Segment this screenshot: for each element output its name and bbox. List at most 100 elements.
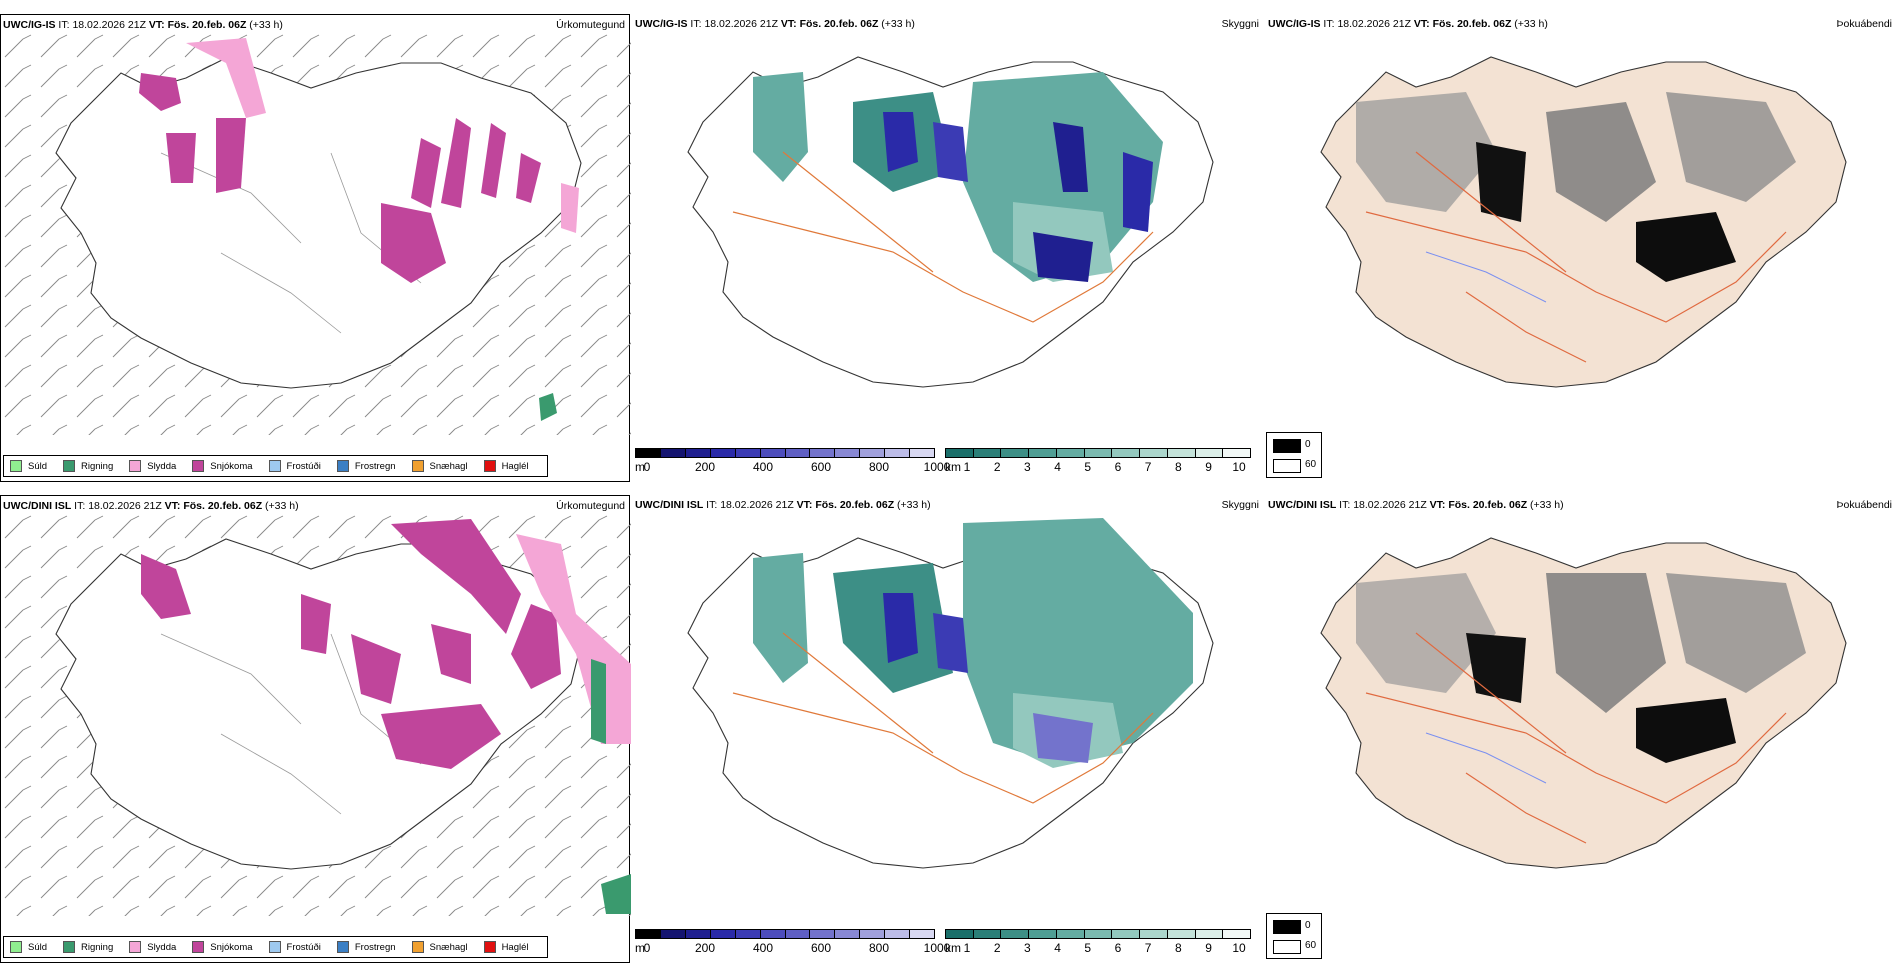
tick-label: 600	[810, 460, 832, 474]
it-label: IT:	[1339, 499, 1351, 511]
tick-label: 3	[1024, 460, 1031, 474]
tick-label: 10	[1232, 460, 1246, 474]
it-value: 18.02.2026 21Z	[720, 499, 794, 511]
model-name: UWC/DINI ISL	[635, 499, 704, 511]
colorbar-cell	[910, 930, 935, 938]
legend-swatch	[10, 941, 22, 953]
legend-swatch	[268, 941, 281, 953]
panel-header: UWC/DINI ISL IT: 18.02.2026 21Z VT: Fös.…	[3, 500, 625, 514]
colorbar-cell	[710, 449, 736, 457]
tick-label: 5	[1084, 460, 1092, 474]
colorbar-cell	[910, 449, 935, 457]
it-label: IT:	[58, 19, 70, 31]
visibility-panel-bottom: UWC/DINI ISL IT: 18.02.2026 21Z VT: Fös.…	[633, 495, 1263, 963]
it-label: IT:	[1323, 18, 1335, 30]
legend-label: Snæhagl	[429, 460, 468, 472]
legend-item: Snæhagl	[411, 941, 468, 953]
vis-unit: km	[945, 941, 961, 955]
colorbar-cell	[1195, 930, 1224, 938]
colorbar-cell	[685, 449, 711, 457]
colorbar-cell	[1223, 930, 1251, 938]
vt-label: VT:	[780, 18, 797, 30]
legend-swatch	[411, 941, 424, 953]
tick-label: 400	[752, 460, 774, 474]
tick-label: 8	[1175, 941, 1182, 955]
fog-panel-bottom: UWC/DINI ISL IT: 18.02.2026 21Z VT: Fös.…	[1266, 495, 1896, 963]
it-value: 18.02.2026 21Z	[88, 500, 162, 512]
vt-value: Fös. 20.feb. 06Z	[1448, 499, 1528, 511]
colorbar-cell	[1001, 449, 1030, 457]
legend-label: Slydda	[147, 460, 177, 472]
legend-label: Snjókoma	[210, 941, 253, 953]
colorbar-cell	[860, 930, 886, 938]
colorbar-cell	[1140, 449, 1168, 457]
legend-item: Slydda	[129, 460, 176, 472]
colorbar-cell	[885, 930, 911, 938]
colorbar-cell	[810, 930, 836, 938]
model-name: UWC/DINI ISL	[1268, 499, 1337, 511]
lead-time: (+33 h)	[265, 500, 299, 512]
legend-swatch	[336, 460, 349, 472]
rain-areas	[539, 393, 557, 421]
legend-label: Slydda	[147, 941, 177, 953]
colorbar-cell	[1223, 449, 1251, 457]
vt-label: VT:	[796, 499, 813, 511]
legend-label: Súld	[28, 460, 48, 472]
legend-swatch	[129, 460, 142, 472]
panel-header: UWC/IG-IS IT: 18.02.2026 21Z VT: Fös. 20…	[635, 18, 1259, 32]
fog-label-low: 60	[1305, 459, 1317, 470]
panel-title: Úrkomutegund	[556, 500, 625, 512]
colorbar-cell	[1167, 930, 1196, 938]
colorbar-cell	[1056, 449, 1085, 457]
map-svg	[687, 56, 1214, 388]
colorbar-cell	[885, 449, 911, 457]
panel-title: Skyggni	[1221, 18, 1259, 30]
legend-swatch	[268, 460, 281, 472]
legend-label: Rigning	[81, 941, 114, 953]
map-svg	[1320, 537, 1847, 869]
lead-time: (+33 h)	[881, 18, 915, 30]
colorbar-cell	[660, 930, 686, 938]
tick-label: 5	[1084, 941, 1092, 955]
tick-label: 800	[868, 941, 890, 955]
colorbar-cell	[1140, 930, 1168, 938]
tick-label: 7	[1144, 941, 1152, 955]
colorbar-cell	[810, 449, 836, 457]
legend-item: Súld	[10, 941, 47, 953]
tick-label: 1000	[923, 460, 951, 474]
height-colorbar	[635, 448, 935, 458]
legend-swatch	[336, 941, 349, 953]
fog-swatch-low	[1273, 459, 1301, 473]
vt-label: VT:	[1429, 499, 1446, 511]
height-unit: m	[635, 460, 645, 474]
it-value: 18.02.2026 21Z	[704, 18, 778, 30]
vt-value: Fös. 20.feb. 06Z	[1432, 18, 1512, 30]
precip-type-panel-bottom: UWC/DINI ISL IT: 18.02.2026 21Z VT: Fös.…	[0, 495, 631, 963]
it-value: 18.02.2026 21Z	[1353, 499, 1427, 511]
colorbar-cell	[946, 930, 974, 938]
legend-item: Snjókoma	[192, 941, 253, 953]
colorbar-cell	[685, 930, 711, 938]
visibility-panel-top: UWC/IG-IS IT: 18.02.2026 21Z VT: Fös. 20…	[633, 14, 1263, 482]
colorbar-cell	[710, 930, 736, 938]
colorbar-cell	[636, 930, 661, 938]
tick-label: 4	[1054, 460, 1061, 474]
roads	[732, 151, 1154, 323]
legend-label: Súld	[28, 941, 48, 953]
rain-areas	[591, 659, 631, 914]
legend-label: Snæhagl	[429, 941, 468, 953]
vt-value: Fös. 20.feb. 06Z	[183, 500, 263, 512]
legend-item: Slydda	[129, 941, 176, 953]
fog-panel-top: UWC/IG-IS IT: 18.02.2026 21Z VT: Fös. 20…	[1266, 14, 1896, 482]
legend-swatch	[10, 460, 22, 472]
roads	[1365, 632, 1787, 844]
colorbar-cell	[973, 449, 1002, 457]
colorbar-cell	[860, 449, 886, 457]
legend-item: Frostúði	[268, 941, 321, 953]
vis-colorbar	[945, 929, 1251, 939]
vt-value: Fös. 20.feb. 06Z	[815, 499, 895, 511]
colorbar-cell	[1167, 449, 1196, 457]
vt-value: Fös. 20.feb. 06Z	[799, 18, 879, 30]
colorbar-cell	[1029, 930, 1057, 938]
panel-title: Þokuábendi	[1836, 499, 1892, 511]
